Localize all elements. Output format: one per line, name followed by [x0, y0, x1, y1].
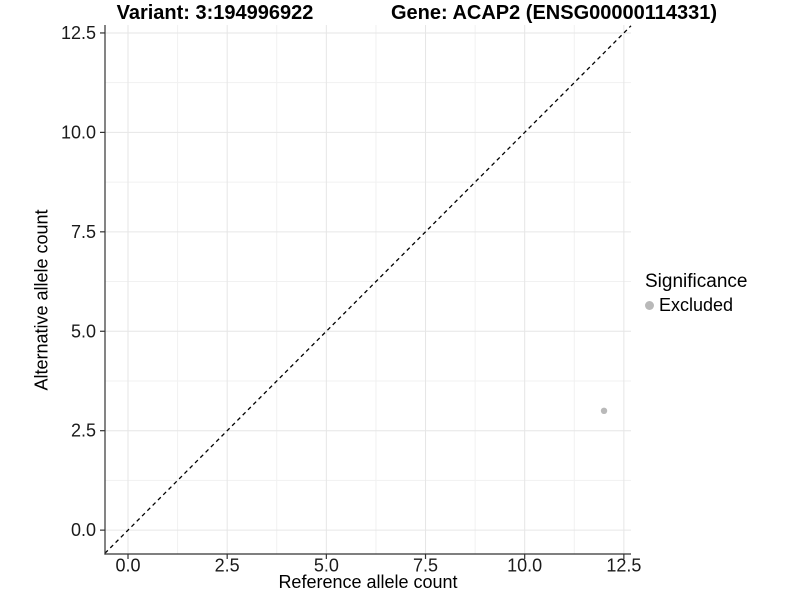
identity-line	[104, 25, 632, 554]
legend-key-dot	[645, 301, 654, 310]
x-tick-label: 2.5	[215, 556, 240, 576]
x-tick-label: 10.0	[507, 556, 542, 576]
x-axis-title: Reference allele count	[278, 572, 458, 592]
x-tick-label: 0.0	[115, 556, 140, 576]
y-tick-label: 12.5	[61, 23, 96, 43]
y-tick-label: 2.5	[71, 421, 96, 441]
y-axis-title: Alternative allele count	[31, 209, 52, 391]
y-tick-label: 7.5	[71, 222, 96, 242]
data-point	[600, 407, 608, 415]
legend-title: Significance	[645, 271, 748, 292]
plot-title-gene: Gene: ACAP2 (ENSG00000114331)	[390, 2, 718, 24]
x-tick-label: 7.5	[413, 556, 438, 576]
y-tick-label: 0.0	[71, 520, 96, 540]
x-tick-label: 5.0	[314, 556, 339, 576]
y-tick-label: 5.0	[71, 321, 96, 341]
x-tick-label: 12.5	[606, 556, 641, 576]
y-tick-label: 10.0	[61, 122, 96, 142]
legend-item-excluded: Excluded	[645, 295, 747, 316]
legend: Significance Excluded	[645, 271, 747, 316]
legend-item-label: Excluded	[659, 295, 734, 315]
plot-title-variant: Variant: 3:194996922	[116, 2, 314, 24]
